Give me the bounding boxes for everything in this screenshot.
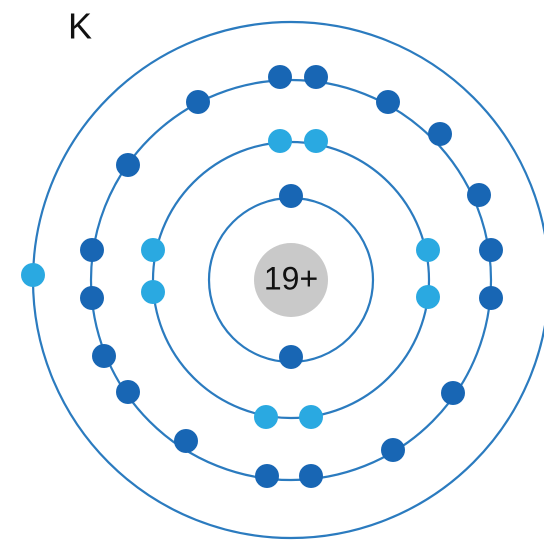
nucleus-charge: 19+ xyxy=(264,260,318,296)
electron xyxy=(304,65,328,89)
electron xyxy=(80,238,104,262)
electron xyxy=(279,184,303,208)
electron xyxy=(279,345,303,369)
electron xyxy=(479,286,503,310)
electron xyxy=(479,238,503,262)
electron xyxy=(174,429,198,453)
electron xyxy=(116,153,140,177)
electron xyxy=(441,381,465,405)
electron xyxy=(21,263,45,287)
electron xyxy=(304,129,328,153)
shell-3-electrons xyxy=(80,65,503,488)
electron xyxy=(255,464,279,488)
electron xyxy=(381,438,405,462)
electron xyxy=(428,122,452,146)
electron xyxy=(254,405,278,429)
electron xyxy=(268,65,292,89)
electron xyxy=(116,380,140,404)
electron xyxy=(376,90,400,114)
nucleus xyxy=(254,243,328,317)
electron xyxy=(416,285,440,309)
electron xyxy=(141,280,165,304)
electron xyxy=(299,405,323,429)
electron xyxy=(186,90,210,114)
shell-4-electrons xyxy=(21,263,45,287)
element-symbol: K xyxy=(68,6,92,47)
shell-2-electrons xyxy=(141,129,440,429)
electron xyxy=(141,238,165,262)
electron xyxy=(268,129,292,153)
electron xyxy=(80,286,104,310)
shell-1-electrons xyxy=(279,184,303,369)
electron xyxy=(467,183,491,207)
electron xyxy=(299,464,323,488)
electron xyxy=(416,238,440,262)
electron xyxy=(92,344,116,368)
